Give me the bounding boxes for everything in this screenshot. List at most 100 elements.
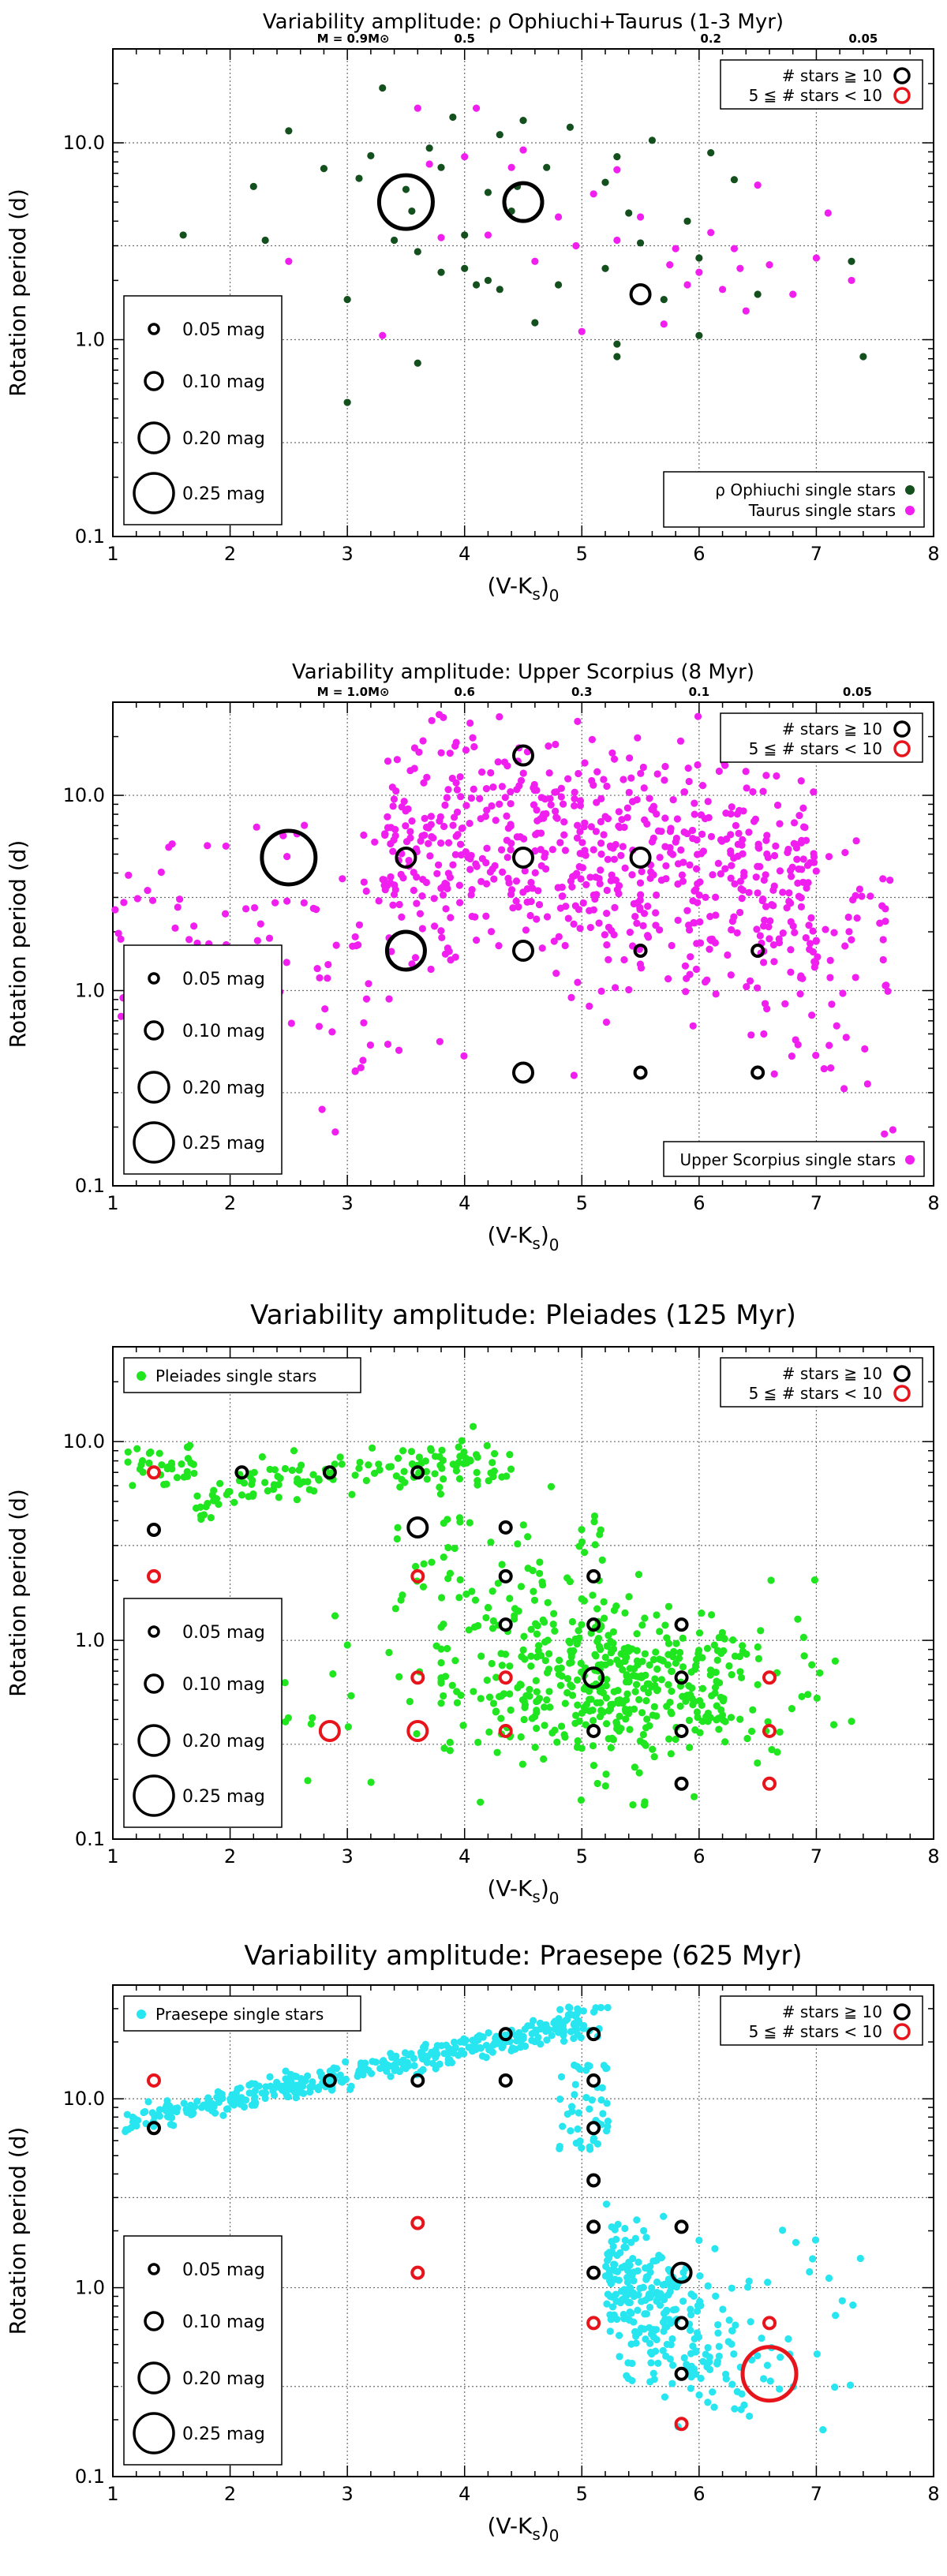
- star-point: [597, 987, 605, 995]
- star-point: [124, 1458, 132, 1466]
- star-point: [602, 1770, 610, 1778]
- star-point: [215, 1501, 223, 1509]
- star-point: [785, 889, 793, 897]
- star-point: [715, 2342, 723, 2350]
- star-point: [133, 1445, 141, 1453]
- star-point: [715, 767, 723, 776]
- star-point: [513, 786, 521, 794]
- star-point: [561, 1733, 569, 1741]
- star-point: [631, 1688, 639, 1696]
- star-point: [613, 340, 621, 348]
- star-point: [511, 1605, 519, 1613]
- star-point: [285, 257, 293, 265]
- star-point: [524, 1533, 532, 1541]
- star-point: [790, 819, 799, 827]
- star-point: [657, 828, 665, 836]
- star-point: [517, 1583, 526, 1591]
- star-point: [673, 815, 682, 823]
- star-point: [662, 875, 670, 883]
- star-point: [428, 1558, 436, 1566]
- star-point: [622, 2314, 631, 2322]
- star-point: [478, 854, 486, 862]
- star-point: [648, 136, 657, 144]
- star-point: [521, 1655, 529, 1663]
- star-point: [514, 1540, 522, 1548]
- star-point: [221, 910, 230, 918]
- star-point: [749, 788, 757, 796]
- star-point: [556, 1681, 565, 1689]
- amplitude-circle: [502, 181, 545, 223]
- star-point: [577, 875, 585, 883]
- star-point: [848, 276, 855, 285]
- star-point: [545, 1688, 553, 1696]
- amplitude-legend-label: 0.10 mag: [182, 1022, 265, 1041]
- star-point: [355, 921, 364, 929]
- count-legend: # stars ≧ 105 ≦ # stars < 10: [720, 712, 923, 763]
- star-point: [640, 784, 648, 792]
- star-point: [613, 166, 621, 174]
- star-point: [568, 1617, 576, 1626]
- star-point: [555, 933, 563, 940]
- star-point: [545, 742, 552, 750]
- star-point: [190, 1469, 198, 1478]
- amplitude-legend-label: 0.25 mag: [182, 1787, 265, 1807]
- star-point: [602, 2127, 611, 2135]
- star-point: [483, 1677, 491, 1684]
- star-point: [437, 749, 445, 757]
- star-point: [683, 974, 691, 982]
- star-point: [609, 2242, 617, 2250]
- star-point: [601, 178, 609, 186]
- star-point: [639, 922, 647, 929]
- star-point: [593, 891, 601, 899]
- star-point: [578, 839, 586, 847]
- star-point: [433, 869, 441, 877]
- star-point: [530, 2017, 537, 2025]
- star-point: [808, 1011, 816, 1019]
- star-point: [384, 813, 391, 821]
- star-point: [736, 1715, 744, 1723]
- star-point: [596, 880, 604, 888]
- star-point: [531, 257, 539, 265]
- star-point: [704, 2398, 712, 2406]
- star-point: [519, 769, 527, 777]
- star-point: [607, 1649, 616, 1657]
- star-point: [611, 984, 619, 992]
- star-point: [541, 1657, 549, 1665]
- amplitude-circle: [410, 2073, 425, 2088]
- star-point: [532, 1677, 540, 1684]
- star-point: [438, 1446, 446, 1454]
- star-point: [533, 1708, 541, 1717]
- star-point: [731, 2405, 739, 2413]
- star-point: [111, 906, 119, 914]
- star-point: [799, 1633, 808, 1641]
- star-point: [579, 899, 587, 907]
- star-point: [470, 1623, 479, 1631]
- star-point: [826, 956, 834, 964]
- amplitude-circle: [498, 1568, 513, 1583]
- star-point: [619, 1666, 627, 1673]
- star-point: [701, 978, 709, 986]
- star-point: [558, 892, 566, 900]
- star-point: [622, 2244, 630, 2252]
- star-point: [752, 873, 760, 881]
- star-point: [440, 822, 448, 831]
- star-point: [610, 1688, 618, 1696]
- star-point: [696, 2272, 704, 2280]
- star-point: [590, 1518, 598, 1526]
- star-point: [634, 2306, 642, 2314]
- star-point: [713, 1656, 721, 1664]
- star-point: [436, 2060, 444, 2068]
- star-point: [400, 1467, 408, 1475]
- star-point: [653, 1712, 661, 1720]
- star-point: [520, 1697, 528, 1705]
- amplitude-circle: [234, 1465, 249, 1480]
- star-point: [649, 1655, 658, 1664]
- star-point: [359, 2071, 367, 2079]
- star-point: [437, 1594, 446, 1602]
- count-legend-marker-low: [893, 87, 911, 104]
- star-point: [698, 830, 706, 838]
- star-point: [281, 1464, 289, 1473]
